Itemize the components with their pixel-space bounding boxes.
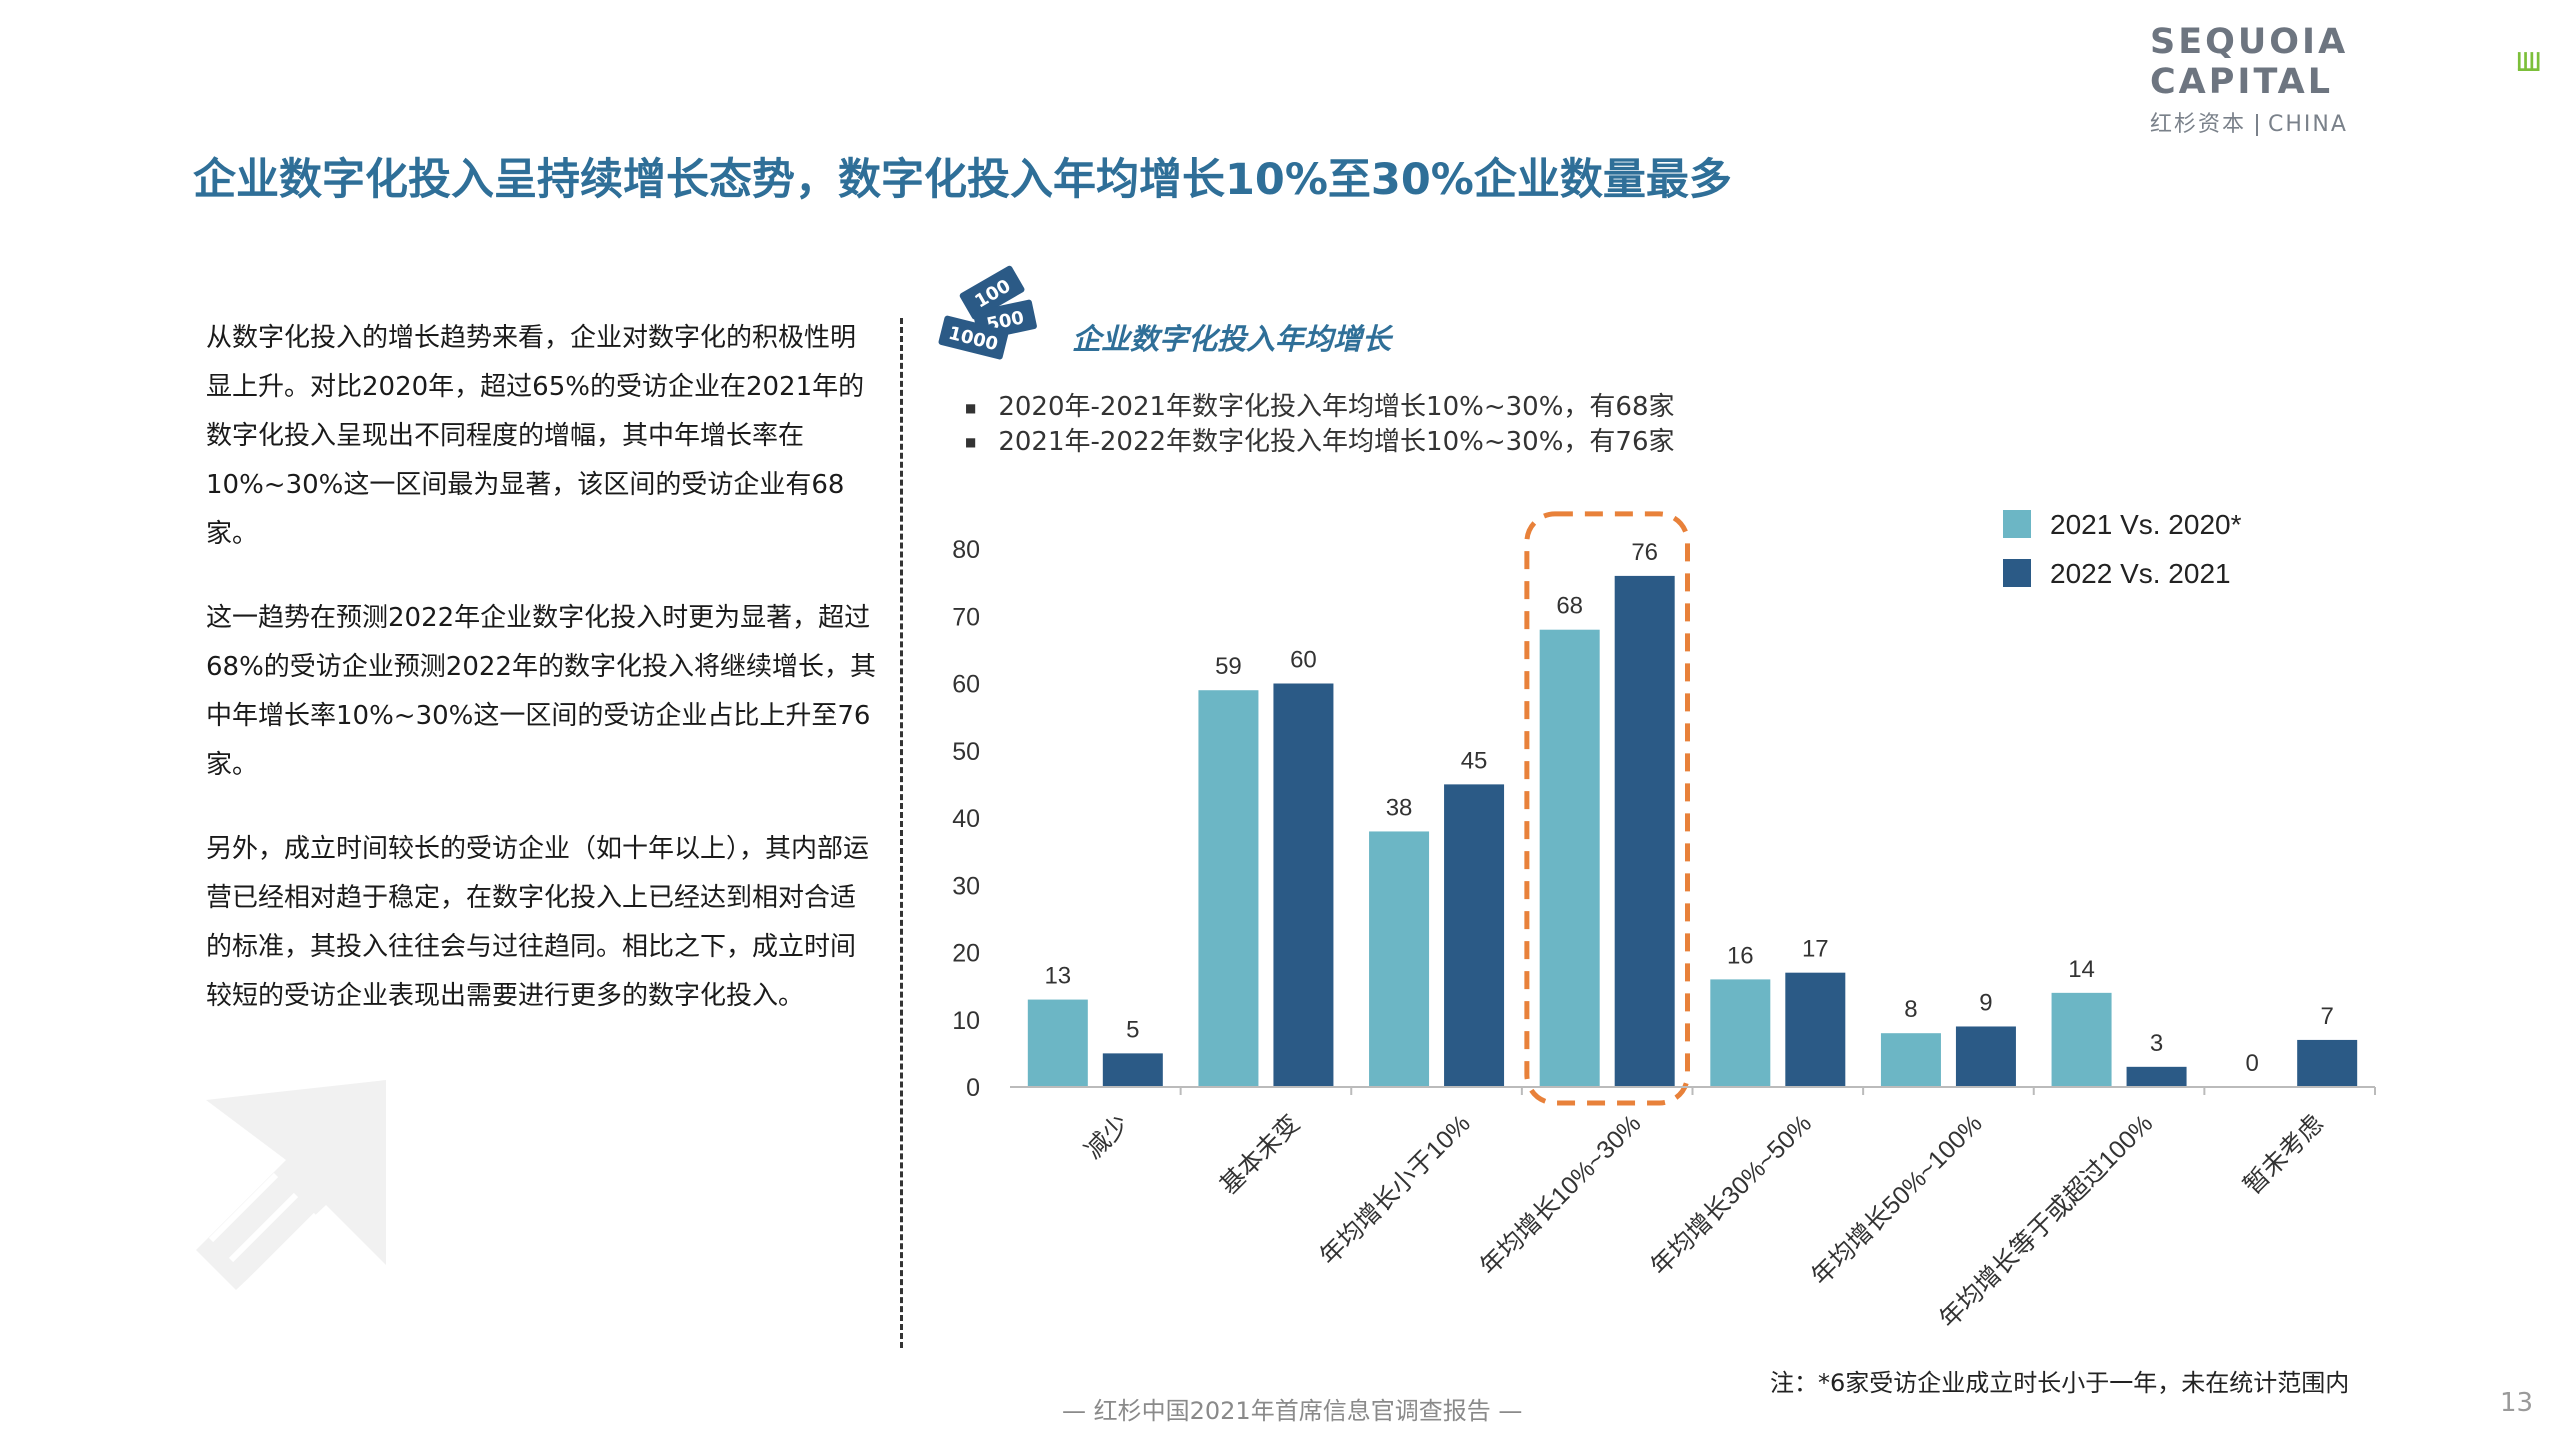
sequoia-logo: SEQUOIA CAPITAL 红杉资本 CHINA xyxy=(2150,22,2540,138)
page-number: 13 xyxy=(2500,1388,2534,1418)
y-tick-label: 40 xyxy=(952,805,980,833)
vertical-divider xyxy=(900,318,903,1348)
data-label: 3 xyxy=(2150,1030,2163,1057)
y-tick-label: 20 xyxy=(952,940,980,968)
bar xyxy=(2297,1039,2358,1087)
data-label: 16 xyxy=(1727,942,1754,969)
bar xyxy=(1027,999,1088,1087)
data-label: 45 xyxy=(1461,747,1488,774)
bar xyxy=(1539,629,1600,1087)
data-label: 13 xyxy=(1044,963,1071,990)
paragraph-1: 从数字化投入的增长趋势来看，企业对数字化的积极性明显上升。对比2020年，超过6… xyxy=(206,323,865,549)
data-label: 0 xyxy=(2246,1050,2259,1077)
paragraph-3: 另外，成立时间较长的受访企业（如十年以上），其内部运营已经相对趋于稳定，在数字化… xyxy=(206,834,870,1011)
bar xyxy=(1785,972,1846,1087)
decorative-arrow-icon xyxy=(196,1080,386,1290)
y-tick-label: 0 xyxy=(966,1074,980,1102)
bar xyxy=(2126,1066,2187,1087)
logo-brand-text: SEQUOIA CAPITAL xyxy=(2150,22,2349,102)
legend-label: 2021 Vs. 2020* xyxy=(2050,509,2242,540)
x-tick-label: 年均增长10%~30% xyxy=(1475,1109,1647,1281)
bar xyxy=(1273,683,1334,1087)
highlight-box xyxy=(1524,511,1690,1106)
legend-swatch xyxy=(2003,510,2031,538)
x-tick-label: 年均增长50%~100% xyxy=(1806,1109,1987,1290)
page-title: 企业数字化投入呈持续增长态势，数字化投入年均增长10%至30%企业数量最多 xyxy=(193,155,1732,205)
x-tick-label: 基本未变 xyxy=(1215,1109,1306,1200)
data-label: 76 xyxy=(1631,539,1658,566)
chart-bullets: 2020年-2021年数字化投入年均增长10%~30%，有68家 2021年-2… xyxy=(965,390,1674,460)
y-tick-label: 30 xyxy=(952,872,980,900)
x-tick-label: 暂未考虑 xyxy=(2238,1109,2329,1200)
banknote-stack-icon: 100 500 1000 xyxy=(938,265,1037,360)
data-label: 17 xyxy=(1802,936,1829,963)
y-tick-label: 10 xyxy=(952,1007,980,1035)
logo-sub-cn: 红杉资本 xyxy=(2150,112,2247,137)
data-label: 60 xyxy=(1290,647,1317,674)
data-label: 59 xyxy=(1215,653,1242,680)
data-label: 38 xyxy=(1386,794,1413,821)
bar xyxy=(1102,1053,1163,1087)
data-label: 9 xyxy=(1979,989,1992,1016)
paragraph-2: 这一趋势在预测2022年企业数字化投入时更为显著，超过68%的受访企业预测202… xyxy=(206,603,876,780)
chart-title: 企业数字化投入年均增长 xyxy=(1072,322,1392,356)
bullet-item-1: 2020年-2021年数字化投入年均增长10%~30%，有68家 xyxy=(965,390,1674,425)
y-tick-label: 70 xyxy=(952,603,980,631)
x-tick-label: 年均增长30%~50% xyxy=(1645,1109,1817,1281)
y-tick-label: 60 xyxy=(952,671,980,699)
x-tick-label: 年均增长小于10% xyxy=(1315,1109,1476,1270)
data-label: 68 xyxy=(1556,593,1583,620)
logo-sub-en: CHINA xyxy=(2268,112,2348,137)
data-label: 7 xyxy=(2321,1003,2334,1030)
bar xyxy=(1614,575,1675,1087)
bar xyxy=(1198,690,1259,1087)
y-tick-label: 50 xyxy=(952,738,980,766)
y-tick-label: 80 xyxy=(952,536,980,564)
legend-label: 2022 Vs. 2021 xyxy=(2050,558,2231,589)
data-label: 8 xyxy=(1904,996,1917,1023)
data-label: 5 xyxy=(1126,1016,1139,1043)
bar xyxy=(1880,1033,1941,1087)
sequoia-leaf-icon xyxy=(2517,52,2540,71)
bar xyxy=(1955,1026,2016,1087)
x-tick-label: 减少 xyxy=(1079,1109,1134,1164)
narrative-text: 从数字化投入的增长趋势来看，企业对数字化的积极性明显上升。对比2020年，超过6… xyxy=(206,314,876,1056)
data-label: 14 xyxy=(2068,956,2095,983)
bullet-item-2: 2021年-2022年数字化投入年均增长10%~30%，有76家 xyxy=(965,425,1674,460)
bar xyxy=(2051,992,2112,1087)
bar xyxy=(1444,784,1505,1087)
bar xyxy=(1710,979,1771,1087)
legend-swatch xyxy=(2003,559,2031,587)
bar xyxy=(1369,831,1430,1087)
footnote: 注：*6家受访企业成立时长小于一年，未在统计范围内 xyxy=(1770,1369,2350,1397)
report-footer: — 红杉中国2021年首席信息官调查报告 — xyxy=(1062,1397,1523,1425)
